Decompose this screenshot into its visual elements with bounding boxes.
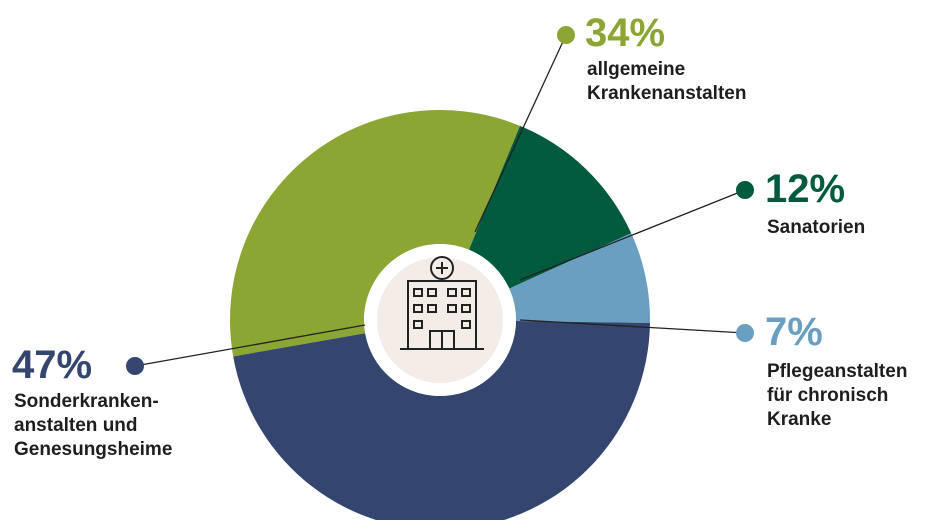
slice xyxy=(233,321,650,520)
category-label: Sonderkranken- anstalten und Genesungshe… xyxy=(14,391,173,460)
category-label: allgemeine Krankenanstalten xyxy=(587,59,747,104)
slice xyxy=(230,109,521,357)
center-disc xyxy=(377,257,503,383)
leader-line xyxy=(134,324,366,367)
slice xyxy=(468,125,632,289)
value-label: 12% xyxy=(765,167,846,211)
leaders xyxy=(126,26,754,375)
category-label: Pflegeanstalten für chronisch Kranke xyxy=(767,361,908,430)
value-label: 7% xyxy=(765,310,823,354)
leader-line xyxy=(519,189,746,281)
leader-dot xyxy=(736,324,754,342)
category-label: Sanatorien xyxy=(767,217,866,238)
hospital-icon xyxy=(400,256,484,350)
leader-dot xyxy=(736,181,754,199)
leader-dot xyxy=(126,357,144,375)
slices xyxy=(230,109,650,520)
value-label: 34% xyxy=(585,11,666,55)
leader-line xyxy=(519,319,746,334)
slice xyxy=(509,233,650,323)
leader-line xyxy=(474,34,567,233)
leader-dot xyxy=(557,26,575,44)
value-label: 47% xyxy=(12,343,93,387)
